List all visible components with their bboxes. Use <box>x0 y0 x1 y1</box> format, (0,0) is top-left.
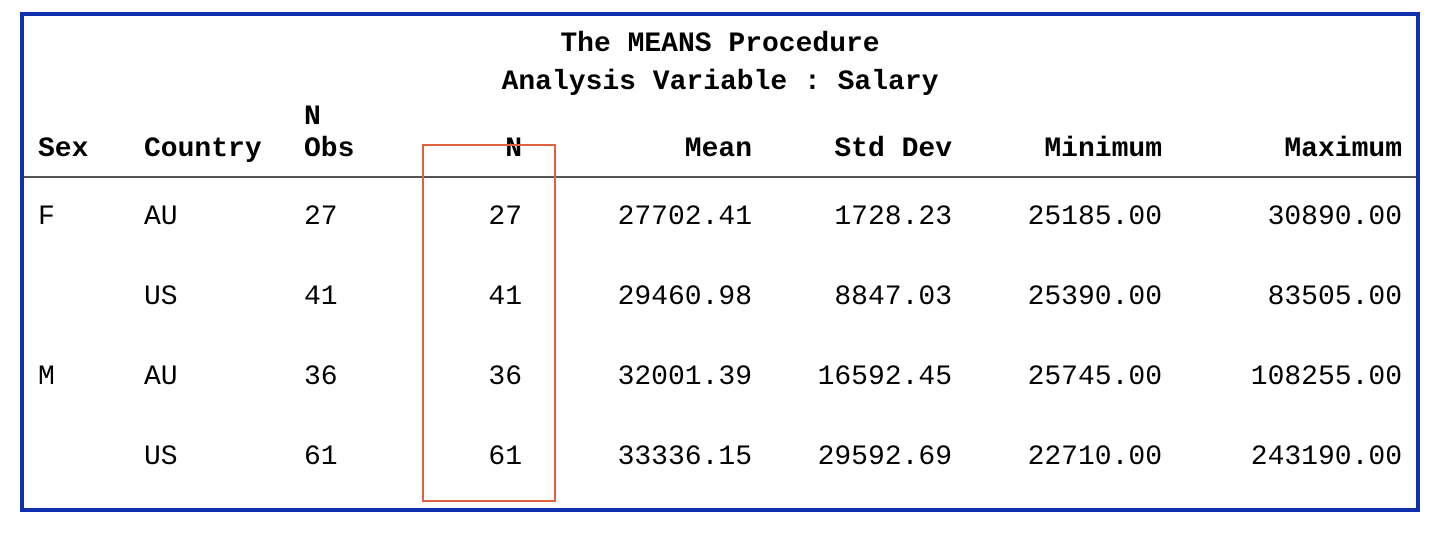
cell-std: 1728.23 <box>774 177 974 258</box>
col-header-nobs: N Obs <box>304 102 414 177</box>
col-header-std: Std Dev <box>774 102 974 177</box>
cell-std: 8847.03 <box>774 258 974 338</box>
cell-n: 61 <box>414 418 544 498</box>
cell-sex: M <box>24 338 144 418</box>
col-header-n: N <box>414 102 544 177</box>
cell-n: 41 <box>414 258 544 338</box>
title-block: The MEANS Procedure Analysis Variable : … <box>24 16 1416 102</box>
proc-title: The MEANS Procedure <box>24 26 1416 64</box>
cell-max: 108255.00 <box>1184 338 1416 418</box>
table-row: F AU 27 27 27702.41 1728.23 25185.00 308… <box>24 177 1416 258</box>
cell-max: 83505.00 <box>1184 258 1416 338</box>
cell-n: 36 <box>414 338 544 418</box>
table-row: US 61 61 33336.15 29592.69 22710.00 2431… <box>24 418 1416 498</box>
cell-mean: 27702.41 <box>544 177 774 258</box>
cell-max: 243190.00 <box>1184 418 1416 498</box>
table-row: M AU 36 36 32001.39 16592.45 25745.00 10… <box>24 338 1416 418</box>
cell-nobs: 61 <box>304 418 414 498</box>
cell-nobs: 36 <box>304 338 414 418</box>
cell-nobs: 27 <box>304 177 414 258</box>
cell-mean: 33336.15 <box>544 418 774 498</box>
cell-std: 29592.69 <box>774 418 974 498</box>
cell-std: 16592.45 <box>774 338 974 418</box>
cell-min: 25745.00 <box>974 338 1184 418</box>
col-header-max: Maximum <box>1184 102 1416 177</box>
cell-country: AU <box>144 338 304 418</box>
cell-sex <box>24 418 144 498</box>
cell-sex <box>24 258 144 338</box>
cell-country: AU <box>144 177 304 258</box>
col-header-nobs-line1: N <box>304 102 321 133</box>
table-row: US 41 41 29460.98 8847.03 25390.00 83505… <box>24 258 1416 338</box>
cell-min: 25185.00 <box>974 177 1184 258</box>
table-body: F AU 27 27 27702.41 1728.23 25185.00 308… <box>24 177 1416 498</box>
proc-subtitle: Analysis Variable : Salary <box>24 64 1416 102</box>
cell-country: US <box>144 418 304 498</box>
col-header-sex: Sex <box>24 102 144 177</box>
col-header-nobs-line2: Obs <box>304 134 354 165</box>
means-table: Sex Country N Obs N Mean Std Dev Minimum… <box>24 102 1416 498</box>
cell-nobs: 41 <box>304 258 414 338</box>
cell-mean: 29460.98 <box>544 258 774 338</box>
cell-n: 27 <box>414 177 544 258</box>
col-header-country: Country <box>144 102 304 177</box>
cell-country: US <box>144 258 304 338</box>
cell-mean: 32001.39 <box>544 338 774 418</box>
cell-min: 22710.00 <box>974 418 1184 498</box>
table-header-row: Sex Country N Obs N Mean Std Dev Minimum… <box>24 102 1416 177</box>
output-frame: The MEANS Procedure Analysis Variable : … <box>20 12 1420 512</box>
cell-max: 30890.00 <box>1184 177 1416 258</box>
col-header-min: Minimum <box>974 102 1184 177</box>
cell-min: 25390.00 <box>974 258 1184 338</box>
col-header-mean: Mean <box>544 102 774 177</box>
cell-sex: F <box>24 177 144 258</box>
